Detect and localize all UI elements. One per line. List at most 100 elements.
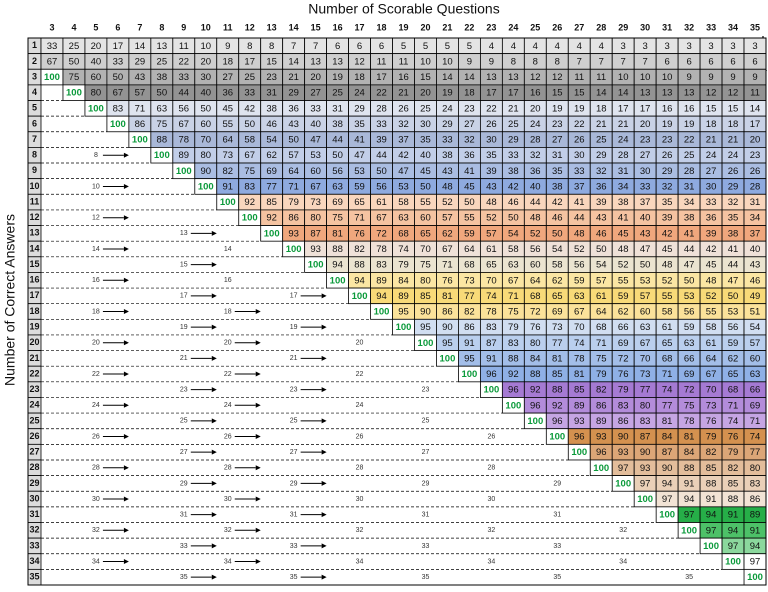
- cell-value: 50: [69, 56, 80, 67]
- cell-value: 56: [728, 322, 739, 333]
- cell-value: 59: [618, 291, 629, 302]
- cell-value: 88: [684, 463, 695, 474]
- cell-value: 26: [486, 119, 497, 130]
- column-header: 34: [728, 22, 738, 32]
- cell-value: 65: [662, 338, 673, 349]
- cell-value: 70: [640, 353, 651, 364]
- cell-value: 96: [552, 416, 563, 427]
- cell-value: 57: [750, 338, 761, 349]
- repeated-row-label: 15: [180, 261, 188, 268]
- cell-value: 75: [684, 400, 695, 411]
- column-header: 8: [159, 22, 164, 32]
- cell-value: 71: [596, 338, 607, 349]
- repeated-row-label: 17: [180, 293, 188, 300]
- cell-value: 63: [640, 322, 651, 333]
- table-row: 19 19 19 100 95 90 86 83 79 76 73 70 68 66 63 61 59 58 56 5…: [27, 318, 767, 336]
- column-header: 32: [684, 22, 694, 32]
- table-row: 32 32 32 32 32 32 100 97 94 91: [27, 522, 767, 539]
- cell-value: 52: [442, 197, 453, 208]
- table-row: 29 29 29 29 29 100 97 94 91 88 85 83: [27, 475, 767, 492]
- repeated-row-label: 32: [92, 527, 100, 534]
- cell-value: 75: [596, 353, 607, 364]
- table-row: 20 20 20 20 100 95 91 87 83 80 77 74 71 69 67 65 63 61 59 5…: [27, 334, 767, 351]
- cell-value: 96: [486, 369, 497, 380]
- cell-value: 38: [728, 228, 739, 239]
- cell-value: 57: [135, 88, 146, 99]
- cell-value: 64: [706, 353, 717, 364]
- cell-value: 87: [310, 228, 321, 239]
- cell-value: 89: [596, 416, 607, 427]
- row-arrow-head: [321, 449, 327, 455]
- cell-value: 76: [618, 369, 629, 380]
- cell-value: 23: [750, 150, 761, 161]
- cell-value: 15: [552, 88, 563, 99]
- cell-value: 4: [533, 41, 538, 52]
- row-arrow-head: [123, 340, 129, 346]
- cell-value: 14: [618, 88, 629, 99]
- repeated-row-label: 22: [356, 371, 364, 378]
- cell-value: 97: [706, 525, 717, 536]
- cell-value: 38: [508, 166, 519, 177]
- repeated-row-label: 35: [685, 574, 693, 581]
- row-label: 12: [29, 212, 39, 222]
- cell-value: 50: [332, 150, 343, 161]
- cell-value: 27: [640, 150, 651, 161]
- cell-value: 97: [684, 510, 695, 521]
- cell-value: 64: [288, 166, 299, 177]
- cell-value: 71: [662, 369, 673, 380]
- cell-value: 63: [157, 103, 168, 114]
- cell-value: 86: [288, 213, 299, 224]
- repeated-row-label: 25: [422, 418, 430, 425]
- cell-value: 46: [750, 275, 761, 286]
- cell-value: 96: [574, 432, 585, 443]
- cell-value: 31: [552, 150, 563, 161]
- diagonal-value: 100: [110, 119, 126, 130]
- cell-value: 73: [222, 150, 233, 161]
- cell-value: 67: [574, 307, 585, 318]
- row-arrow-head: [211, 324, 217, 330]
- row-arrow-head: [255, 309, 261, 314]
- diagonal-value: 100: [220, 197, 236, 208]
- cell-value: 22: [684, 135, 695, 146]
- cell-value: 43: [135, 72, 146, 83]
- cell-value: 18: [728, 119, 739, 130]
- cell-value: 20: [530, 103, 541, 114]
- column-header: 28: [596, 22, 606, 32]
- cell-value: 56: [179, 103, 190, 114]
- cell-value: 29: [442, 119, 453, 130]
- repeated-row-label: 34: [619, 558, 627, 565]
- repeated-row-label: 26: [224, 433, 232, 440]
- cell-value: 55: [464, 213, 475, 224]
- cell-value: 47: [684, 260, 695, 271]
- row-arrow-head: [255, 402, 261, 408]
- cell-value: 36: [706, 213, 717, 224]
- cell-value: 80: [640, 400, 651, 411]
- repeated-row-label: 24: [356, 402, 364, 409]
- cell-value: 22: [179, 56, 190, 67]
- cell-value: 4: [555, 41, 560, 52]
- column-header: 7: [137, 22, 142, 32]
- diagonal-value: 100: [396, 322, 412, 333]
- cell-value: 88: [706, 478, 717, 489]
- cell-value: 65: [354, 197, 365, 208]
- cell-value: 63: [750, 369, 761, 380]
- cell-value: 76: [728, 432, 739, 443]
- cell-value: 24: [706, 150, 717, 161]
- cell-value: 25: [157, 56, 168, 67]
- column-header: 17: [355, 22, 365, 32]
- cell-value: 47: [354, 150, 365, 161]
- cell-value: 70: [706, 385, 717, 396]
- cell-value: 58: [662, 307, 673, 318]
- cell-value: 28: [684, 166, 695, 177]
- cell-value: 83: [113, 103, 124, 114]
- repeated-row-label: 30: [92, 496, 100, 503]
- cell-value: 29: [288, 88, 299, 99]
- repeated-row-label: 35: [422, 574, 430, 581]
- cell-value: 28: [530, 135, 541, 146]
- cell-value: 58: [552, 260, 563, 271]
- cell-value: 60: [91, 72, 102, 83]
- cell-value: 55: [420, 197, 431, 208]
- cell-value: 6: [664, 56, 669, 67]
- row-arrow-head: [255, 527, 261, 533]
- row-arrow-head: [123, 559, 129, 565]
